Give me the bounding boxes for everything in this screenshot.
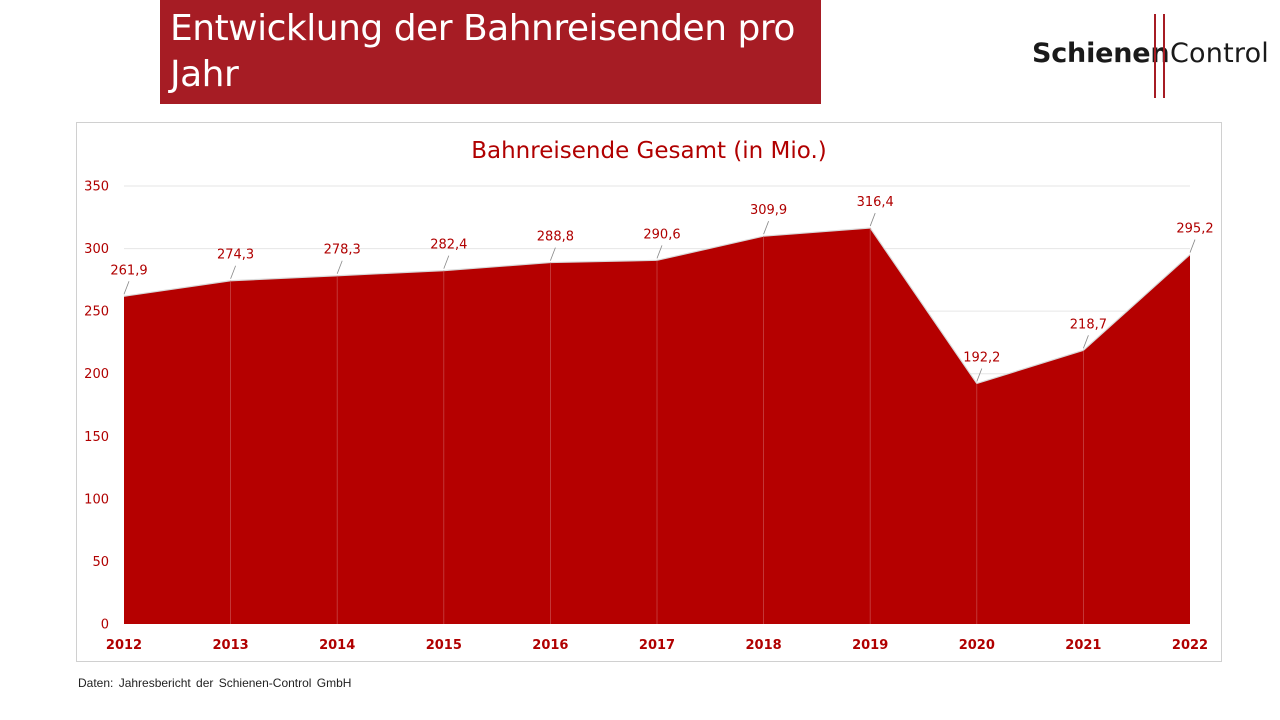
x-tick-label: 2019: [852, 638, 888, 653]
title-banner: Entwicklung der Bahnreisenden pro Jahr: [160, 0, 821, 104]
data-label: 295,2: [1176, 222, 1213, 237]
x-tick-label: 2013: [213, 638, 249, 653]
x-tick-label: 2020: [959, 638, 995, 653]
data-label: 192,2: [963, 350, 1000, 365]
data-label-leader: [230, 265, 236, 279]
logo-divider-bar: [1154, 14, 1156, 98]
logo-word-right: Control: [1170, 38, 1269, 69]
data-label-leader: [336, 260, 343, 274]
y-tick-label: 250: [84, 305, 109, 320]
data-label: 218,7: [1070, 317, 1107, 332]
schienen-control-logo: Schienen Control: [1030, 14, 1270, 100]
data-label-leader: [763, 221, 769, 235]
x-tick-label: 2017: [639, 638, 675, 653]
data-label: 261,9: [110, 263, 147, 278]
x-tick-label: 2012: [106, 638, 142, 653]
data-label: 288,8: [537, 230, 574, 245]
data-label-leader: [869, 212, 876, 227]
data-label: 278,3: [324, 243, 361, 258]
data-label: 282,4: [430, 238, 467, 253]
data-label-leader: [656, 245, 663, 259]
y-tick-label: 300: [84, 242, 109, 257]
y-tick-label: 0: [101, 618, 109, 633]
data-label-leader: [1189, 239, 1196, 253]
page-title: Entwicklung der Bahnreisenden pro Jahr: [170, 8, 795, 95]
logo-divider-bar: [1163, 14, 1165, 98]
data-label-leader: [550, 247, 556, 261]
data-label-leader: [976, 368, 983, 382]
data-label: 316,4: [857, 195, 894, 210]
x-tick-label: 2014: [319, 638, 355, 653]
data-label-leader: [1083, 335, 1089, 349]
x-tick-label: 2022: [1172, 638, 1208, 653]
y-tick-label: 350: [84, 180, 109, 195]
chart-title: Bahnreisende Gesamt (in Mio.): [471, 138, 827, 164]
data-label-leader: [123, 281, 130, 295]
y-tick-label: 100: [84, 492, 109, 507]
x-tick-label: 2018: [746, 638, 782, 653]
x-tick-label: 2015: [426, 638, 462, 653]
y-tick-label: 200: [84, 367, 109, 382]
data-label: 274,3: [217, 248, 254, 263]
data-label: 290,6: [643, 227, 680, 242]
x-tick-label: 2021: [1065, 638, 1101, 653]
y-tick-label: 150: [84, 430, 109, 445]
data-source-note: Daten: Jahresbericht der Schienen-Contro…: [78, 676, 352, 690]
x-tick-label: 2016: [532, 638, 568, 653]
data-label: 309,9: [750, 203, 787, 218]
data-label-leader: [443, 255, 450, 269]
logo-word-left: Schienen: [1032, 38, 1170, 69]
y-tick-label: 50: [92, 555, 109, 570]
